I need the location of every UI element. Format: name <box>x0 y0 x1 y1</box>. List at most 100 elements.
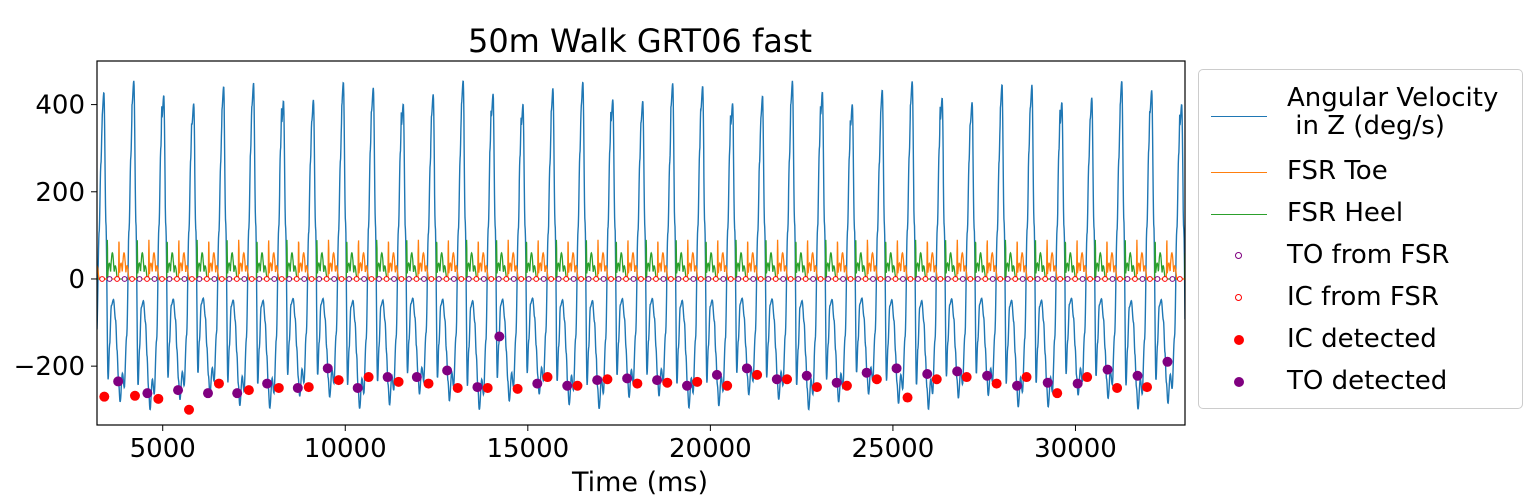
ic-from-fsr-point <box>1162 276 1168 282</box>
ic-from-fsr-point <box>368 276 375 282</box>
to-from-fsr-point <box>301 276 308 282</box>
ic-detected-point <box>99 391 110 402</box>
legend-item-ic-detected: IC detected <box>1199 325 1522 355</box>
legend-swatch-ic-from-fsr <box>1235 294 1242 301</box>
to-from-fsr-point <box>510 276 517 282</box>
ic-from-fsr-point <box>473 276 480 282</box>
y-tick-label: −200 <box>14 352 85 382</box>
to-detected-point <box>173 385 184 396</box>
to-from-fsr-point <box>525 276 532 282</box>
ic-from-fsr-point <box>1087 276 1093 282</box>
ic-from-fsr-point <box>1147 276 1153 282</box>
ic-detected-point <box>482 382 493 393</box>
to-from-fsr-point <box>136 276 143 282</box>
to-detected-point <box>1012 380 1023 391</box>
ic-from-fsr-point <box>832 276 839 282</box>
y-tick-label: 200 <box>35 178 85 208</box>
ic-from-fsr-point <box>712 276 719 282</box>
x-tick-label: 15000 <box>486 434 569 464</box>
ic-from-fsr-point <box>1117 276 1123 282</box>
ic-from-fsr-point <box>218 276 225 282</box>
ic-detected-point <box>902 392 913 403</box>
ic-from-fsr-point <box>144 276 150 282</box>
to-from-fsr-point <box>615 276 622 282</box>
legend-swatch-to-from-fsr <box>1235 252 1242 259</box>
to-from-fsr-point <box>256 276 263 282</box>
to-from-fsr-point <box>376 276 382 282</box>
to-detected-point <box>922 368 933 379</box>
to-from-fsr-point <box>600 276 607 282</box>
ic-detected-point <box>303 382 314 393</box>
ic-detected-point <box>1021 372 1032 383</box>
ic-from-fsr-point <box>1027 276 1034 282</box>
ic-from-fsr-point <box>1072 276 1079 282</box>
to-from-fsr-point <box>346 276 353 282</box>
to-from-fsr-point <box>1109 276 1116 282</box>
to-detected-point <box>801 370 812 381</box>
ic-from-fsr-point <box>263 276 270 282</box>
legend: Angular Velocity in Z (deg/s) FSR Toe FS… <box>1198 69 1523 409</box>
to-from-fsr-point <box>690 276 697 282</box>
to-detected-point <box>682 380 693 391</box>
axes: 5000 10000 15000 20000 25000 30000 400 200 0 −200 <box>14 60 1186 464</box>
to-from-fsr-point <box>795 276 802 282</box>
to-from-fsr-point <box>765 276 772 282</box>
legend-item-fsr-toe: FSR Toe <box>1199 157 1522 187</box>
ic-from-fsr-point <box>488 276 495 282</box>
ic-detected-point <box>393 376 404 387</box>
ic-from-fsr-point <box>668 276 674 282</box>
to-from-fsr-point <box>570 276 577 282</box>
to-detected-point <box>411 372 422 383</box>
to-detected-point <box>382 372 393 383</box>
ic-from-fsr-point <box>937 276 944 282</box>
ic-from-fsr-point <box>847 276 854 282</box>
x-tick-label: 10000 <box>304 434 387 464</box>
ic-from-fsr-point <box>892 276 899 282</box>
to-detected-point <box>652 375 663 386</box>
ic-from-fsr-point <box>623 276 629 282</box>
to-from-fsr-point <box>840 276 846 282</box>
ic-from-fsr-point <box>817 276 824 282</box>
to-from-fsr-point <box>855 276 861 282</box>
to-from-fsr-point <box>241 276 248 282</box>
ic-from-fsr-point <box>982 276 989 282</box>
ic-detected-point <box>184 404 195 415</box>
to-from-fsr-point <box>675 276 682 282</box>
ic-from-fsr-point <box>99 276 106 282</box>
to-detected-point <box>142 388 153 399</box>
to-from-fsr-point <box>645 276 652 282</box>
legend-swatch-ic-detected <box>1234 335 1244 345</box>
ic-from-fsr-point <box>533 276 540 282</box>
x-tick-label: 25000 <box>852 434 935 464</box>
legend-label-ic-from-fsr: IC from FSR <box>1287 282 1439 312</box>
to-from-fsr-point <box>944 276 951 282</box>
series-fsr-toe-line <box>97 239 1185 280</box>
to-from-fsr-point <box>211 276 218 282</box>
ic-from-fsr-point <box>802 276 809 282</box>
ic-detected-point <box>333 375 344 386</box>
ic-from-fsr-point <box>248 276 255 282</box>
to-from-fsr-point <box>331 276 338 282</box>
to-detected-point <box>1132 370 1143 381</box>
ic-detected-point <box>213 378 224 389</box>
to-detected-point <box>1102 364 1113 375</box>
to-from-fsr-point <box>585 276 592 282</box>
to-detected-point <box>352 382 363 393</box>
ic-detected-point <box>423 378 434 389</box>
ic-from-fsr-point <box>174 276 180 282</box>
legend-swatch-to-detected <box>1234 377 1244 387</box>
ic-from-fsr-point <box>398 276 405 282</box>
ic-from-fsr-point <box>114 276 120 282</box>
ic-from-fsr-point <box>1176 276 1183 282</box>
to-detected-point <box>741 363 752 374</box>
legend-item-fsr-heel: FSR Heel <box>1199 199 1522 229</box>
x-tick-label: 5000 <box>130 434 196 464</box>
to-detected-point <box>1042 377 1053 388</box>
y-tick-label: 0 <box>68 265 85 295</box>
ic-detected-point <box>153 393 164 404</box>
ic-from-fsr-point <box>638 276 644 282</box>
legend-label-fsr-toe: FSR Toe <box>1287 156 1388 186</box>
ic-from-fsr-point <box>593 276 599 282</box>
to-detected-point <box>472 382 483 393</box>
